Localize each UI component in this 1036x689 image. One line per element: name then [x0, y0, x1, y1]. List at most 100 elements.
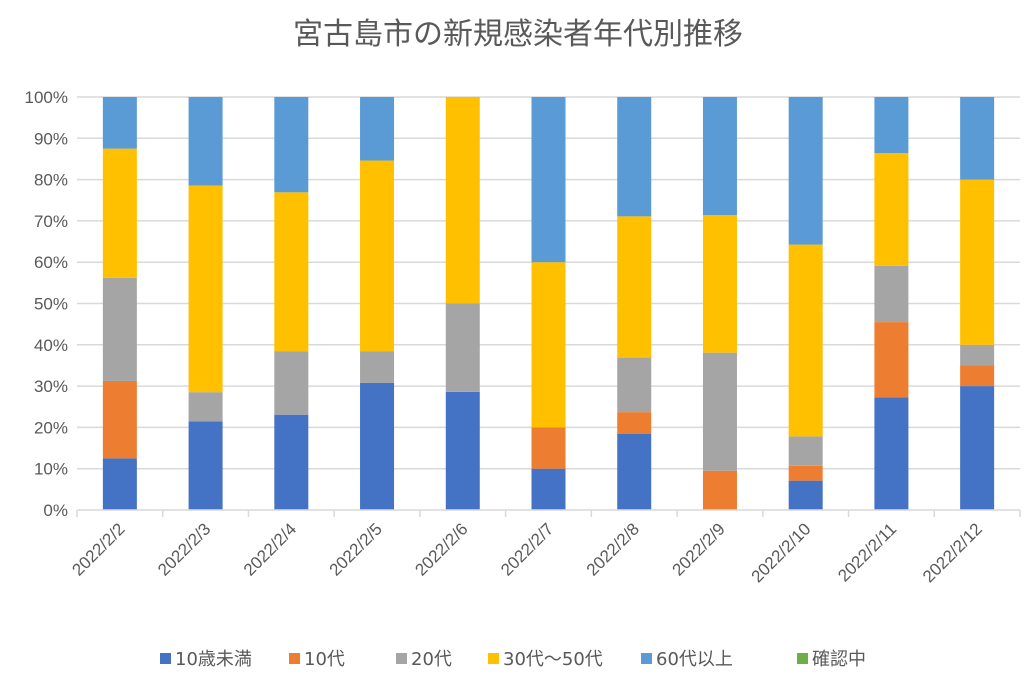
y-tick-label: 20%: [34, 418, 68, 437]
bar-segment: [102, 458, 137, 510]
bar-segment: [960, 179, 995, 345]
bar-stack: [531, 97, 566, 510]
x-tick-label: 2022/2/5: [326, 519, 386, 579]
bar-segment: [531, 468, 566, 510]
x-tick-label: 2022/2/7: [497, 519, 557, 579]
bar-segment: [788, 465, 823, 481]
x-tick-label: 2022/2/4: [240, 519, 300, 579]
bar-stack: [360, 97, 395, 510]
legend-swatch: [797, 653, 808, 664]
bars: [102, 97, 995, 510]
legend-label: 10歳未満: [175, 649, 252, 670]
bar-segment: [360, 382, 395, 510]
bar-stack: [960, 97, 995, 510]
x-tick-label: 2022/2/11: [834, 519, 900, 585]
bar-segment: [702, 215, 737, 353]
y-tick-label: 90%: [34, 129, 68, 148]
bar-stack: [274, 97, 309, 510]
bar-segment: [102, 148, 137, 278]
bar-segment: [360, 97, 395, 161]
legend-item: 20代: [396, 649, 452, 670]
bar-segment: [702, 470, 737, 510]
y-axis: 0% 10% 20% 30% 40% 50% 60% 70% 80% 90% 100%: [25, 88, 68, 520]
bar-segment: [960, 344, 995, 366]
legend-label: 20代: [411, 649, 452, 670]
y-tick-label: 70%: [34, 212, 68, 231]
legend-item: 30代〜50代: [488, 649, 603, 670]
legend-item: 10歳未満: [160, 649, 252, 670]
y-tick-label: 50%: [34, 295, 68, 314]
legend-swatch: [396, 653, 407, 664]
y-tick-label: 10%: [34, 460, 68, 479]
bar-segment: [617, 434, 652, 510]
legend-label: 30代〜50代: [503, 649, 603, 670]
bar-segment: [874, 322, 909, 398]
bar-segment: [788, 244, 823, 437]
bar-segment: [360, 351, 395, 383]
bar-segment: [531, 97, 566, 263]
bar-segment: [274, 414, 309, 510]
y-tick-label: 100%: [25, 88, 68, 107]
bar-segment: [360, 160, 395, 352]
x-tick-label: 2022/2/8: [583, 519, 643, 579]
bar-segment: [445, 391, 480, 510]
bar-segment: [445, 97, 480, 304]
legend: 10歳未満 10代 20代 30代〜50代 60代以上 確認中: [160, 649, 866, 670]
y-tick-label: 80%: [34, 171, 68, 190]
legend-swatch: [641, 653, 652, 664]
x-tick-label: 2022/2/3: [154, 519, 214, 579]
x-tick-label: 2022/2/10: [748, 519, 815, 586]
y-tick-label: 40%: [34, 336, 68, 355]
bar-segment: [960, 365, 995, 387]
legend-item: 10代: [289, 649, 345, 670]
y-tick-label: 0%: [43, 501, 68, 520]
bar-stack: [102, 97, 137, 510]
bar-segment: [274, 97, 309, 193]
bar-stack: [188, 97, 223, 510]
chart-title: 宮古島市の新規感染者年代別推移: [293, 17, 743, 52]
bar-segment: [788, 436, 823, 466]
bar-segment: [531, 427, 566, 469]
x-axis: 2022/2/2 2022/2/3 2022/2/4 2022/2/5 2022/2/6…: [68, 509, 1021, 586]
bar-segment: [102, 277, 137, 381]
x-tick-label: 2022/2/6: [411, 519, 471, 579]
bar-segment: [874, 265, 909, 323]
bar-segment: [188, 421, 223, 510]
bar-segment: [188, 185, 223, 393]
bar-stack: [788, 97, 823, 510]
bar-segment: [617, 216, 652, 358]
legend-label: 10代: [304, 649, 345, 670]
legend-swatch: [488, 653, 499, 664]
bar-segment: [788, 480, 823, 510]
y-tick-label: 60%: [34, 253, 68, 272]
legend-item: 確認中: [797, 649, 866, 670]
bar-segment: [188, 392, 223, 422]
bar-segment: [188, 97, 223, 186]
bar-segment: [617, 97, 652, 217]
bar-segment: [102, 97, 137, 149]
bar-segment: [617, 412, 652, 435]
legend-swatch: [160, 653, 171, 664]
legend-label: 確認中: [812, 649, 866, 670]
legend-item: 60代以上: [641, 649, 733, 670]
x-tick-label: 2022/2/9: [669, 519, 729, 579]
bar-segment: [531, 262, 566, 428]
legend-swatch: [289, 653, 300, 664]
y-tick-label: 30%: [34, 377, 68, 396]
bar-segment: [702, 97, 737, 216]
bar-segment: [874, 153, 909, 266]
bar-stack: [874, 97, 909, 510]
bar-segment: [960, 386, 995, 510]
bar-segment: [960, 97, 995, 180]
bar-segment: [445, 303, 480, 392]
bar-segment: [274, 351, 309, 415]
bar-segment: [274, 192, 309, 352]
bar-segment: [102, 380, 137, 459]
x-tick-label: 2022/2/12: [919, 519, 986, 586]
bar-stack: [702, 97, 737, 510]
bar-segment: [874, 97, 909, 154]
bar-stack: [445, 97, 480, 510]
x-tick-label: 2022/2/2: [68, 519, 128, 579]
bar-segment: [617, 357, 652, 413]
